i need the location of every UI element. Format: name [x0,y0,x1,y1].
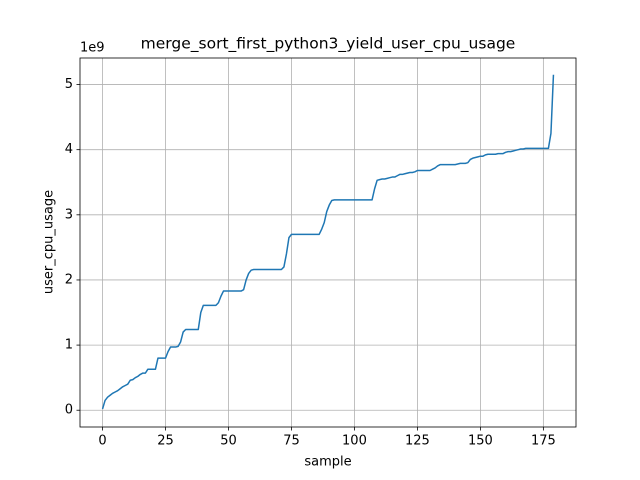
plot-frame [79,57,577,428]
x-tick-label: 125 [405,434,430,449]
x-tick-label: 150 [468,434,493,449]
y-tick-label: 5 [65,77,73,92]
x-tick-label: 175 [531,434,556,449]
y-tick-label: 0 [65,403,73,418]
y-tick-label: 3 [65,207,73,222]
x-tick-label: 100 [342,434,367,449]
y-tick-label: 1 [65,338,73,353]
y-tick-label: 2 [65,272,73,287]
y-tick-label: 4 [65,142,73,157]
y-axis-label: user_cpu_usage [42,190,57,294]
chart-title: merge_sort_first_python3_yield_user_cpu_… [141,35,516,54]
line-series [101,74,555,410]
x-tick-label: 25 [157,434,174,449]
x-tick-label: 50 [220,434,237,449]
x-tick-label: 0 [98,434,106,449]
x-axis-label: sample [304,455,351,470]
x-tick-label: 75 [283,434,300,449]
y-offset-label: 1e9 [80,41,105,56]
